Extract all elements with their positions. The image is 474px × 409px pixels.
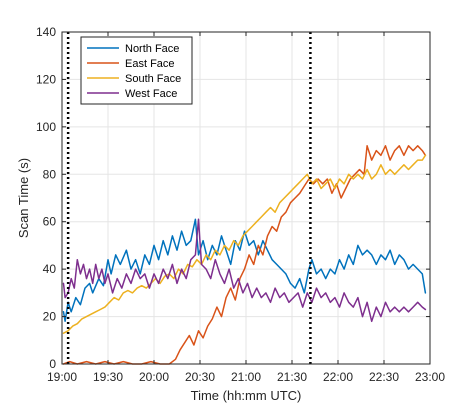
axis-ticks: 0 20 40 60 80 100 120 140 19:00 19:30 20:00 20:30 21… <box>36 25 445 384</box>
series-line-west-face <box>62 218 427 323</box>
series-line-south-face <box>62 154 427 334</box>
x-tick-label: 21:00 <box>231 370 261 384</box>
x-tick-label: 22:30 <box>369 370 399 384</box>
y-axis-label: Scan Time (s) <box>16 158 31 238</box>
x-tick-label: 20:30 <box>185 370 215 384</box>
y-tick-label: 40 <box>43 262 57 276</box>
x-tick-label: 21:30 <box>277 370 307 384</box>
series-line-north-face <box>62 218 427 323</box>
legend: North Face East Face South Face West Face <box>80 36 193 105</box>
y-tick-label: 0 <box>49 357 56 371</box>
x-tick-label: 23:00 <box>415 370 445 384</box>
y-tick-label: 80 <box>43 167 57 181</box>
y-tick-label: 20 <box>43 310 57 324</box>
x-tick-label: 20:00 <box>139 370 169 384</box>
y-tick-label: 60 <box>43 215 57 229</box>
y-tick-label: 120 <box>36 72 56 86</box>
legend-label-south-face: South Face <box>125 73 181 85</box>
y-tick-label: 100 <box>36 120 56 134</box>
legend-label-west-face: West Face <box>125 88 177 100</box>
vertical-markers <box>66 32 312 364</box>
y-tick-label: 140 <box>36 25 56 39</box>
x-tick-label: 19:30 <box>93 370 123 384</box>
x-tick-label: 19:00 <box>47 370 77 384</box>
x-tick-label: 22:00 <box>323 370 353 384</box>
legend-label-east-face: East Face <box>125 58 175 70</box>
legend-label-north-face: North Face <box>125 43 179 55</box>
x-axis-label: Time (hh:mm UTC) <box>191 388 302 403</box>
